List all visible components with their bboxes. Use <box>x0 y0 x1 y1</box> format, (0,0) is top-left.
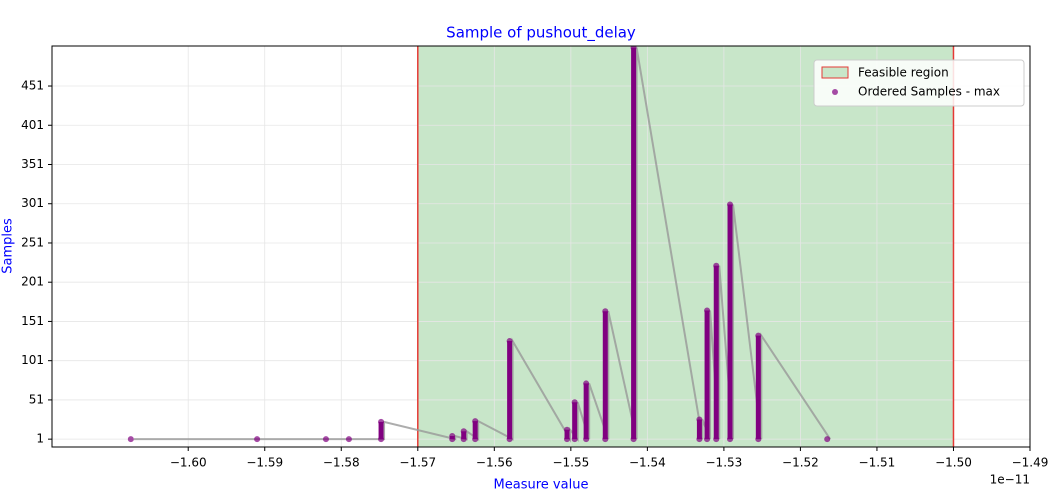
sample-point <box>506 436 513 443</box>
sample-point <box>713 262 720 269</box>
feasible-region <box>417 46 954 447</box>
sample-point <box>824 436 831 443</box>
sample-point <box>713 436 720 443</box>
legend-marker <box>832 89 838 95</box>
y-tick-label: 201 <box>21 275 44 289</box>
sample-point <box>378 418 385 425</box>
sample-point <box>602 436 609 443</box>
y-tick-label: 251 <box>21 235 44 249</box>
sample-point <box>630 436 637 443</box>
sample-point <box>254 436 261 443</box>
sample-point <box>583 436 590 443</box>
sample-point <box>460 436 467 443</box>
y-tick-label: 1 <box>36 432 44 446</box>
sample-point <box>345 436 352 443</box>
x-tick-label: −1.52 <box>782 456 819 470</box>
x-axis-label: Measure value <box>494 478 589 493</box>
sample-point <box>704 307 711 314</box>
x-tick-label: −1.51 <box>859 456 896 470</box>
legend-patch <box>821 66 849 79</box>
y-tick-label: 101 <box>21 353 44 367</box>
x-offset-label: 1e−11 <box>990 473 1030 487</box>
x-tick-label: −1.50 <box>935 456 972 470</box>
sample-point <box>583 380 590 387</box>
chart-title: Sample of pushout_delay <box>446 24 636 43</box>
sample-point <box>506 338 513 345</box>
y-tick-label: 451 <box>21 79 44 93</box>
x-tick-label: −1.57 <box>399 456 436 470</box>
sample-point <box>755 332 762 339</box>
y-tick-label: 351 <box>21 157 44 171</box>
sample-point <box>564 426 571 433</box>
sample-point <box>564 436 571 443</box>
legend-box <box>813 59 1025 107</box>
x-tick-label: −1.55 <box>552 456 589 470</box>
sample-point <box>755 436 762 443</box>
sample-point <box>460 428 467 435</box>
sample-point <box>449 433 456 440</box>
y-tick-label: 151 <box>21 314 44 328</box>
sample-point <box>727 201 734 208</box>
sample-point <box>378 436 385 443</box>
sample-point <box>602 308 609 315</box>
legend-label: Feasible region <box>858 66 949 80</box>
x-tick-label: −1.60 <box>170 456 207 470</box>
sample-point <box>696 436 703 443</box>
sample-point <box>472 418 479 425</box>
sample-point <box>571 436 578 443</box>
x-tick-label: −1.56 <box>476 456 513 470</box>
sample-point <box>472 436 479 443</box>
x-tick-label: −1.53 <box>706 456 743 470</box>
y-tick-label: 301 <box>21 196 44 210</box>
sample-point <box>727 436 734 443</box>
sample-point <box>571 399 578 406</box>
y-tick-label: 51 <box>29 392 44 406</box>
sample-point <box>322 436 329 443</box>
plot-frame <box>51 45 1031 448</box>
x-tick-label: −1.49 <box>1012 456 1049 470</box>
legend-label: Ordered Samples - max <box>858 85 1000 99</box>
sample-point <box>704 436 711 443</box>
sample-point <box>696 416 703 423</box>
x-tick-label: −1.58 <box>323 456 360 470</box>
x-tick-label: −1.59 <box>246 456 283 470</box>
y-tick-label: 401 <box>21 118 44 132</box>
plot-area <box>127 46 832 443</box>
y-axis-label: Samples <box>1 218 16 274</box>
sample-point <box>127 436 134 443</box>
x-tick-label: −1.54 <box>629 456 666 470</box>
sample-point <box>630 46 637 51</box>
